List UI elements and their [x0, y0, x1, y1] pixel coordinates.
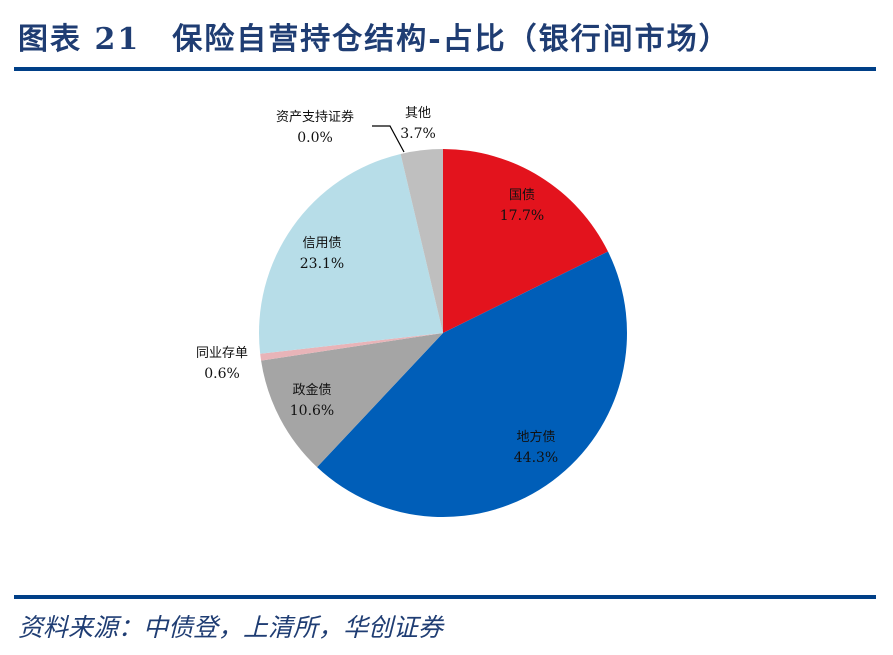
label-guozhai: 国债 17.7% [500, 186, 544, 226]
label-value: 17.7% [499, 208, 545, 224]
pie-slice-3 [260, 333, 443, 361]
pie-slice-4 [259, 153, 443, 354]
label-name: 资产支持证券 [275, 110, 355, 125]
title-divider [14, 67, 876, 71]
label-qita: 其他 3.7% [400, 104, 436, 144]
label-value: 0.6% [204, 366, 240, 382]
label-name: 同业存单 [195, 346, 249, 361]
label-difangzhai: 地方债 44.3% [514, 428, 558, 468]
label-name: 地方债 [516, 430, 556, 445]
label-value: 10.6% [289, 403, 335, 419]
label-zhengjinzhai: 政金债 10.6% [290, 381, 334, 421]
footer-divider [14, 595, 876, 599]
pie-slice-1 [317, 251, 627, 517]
label-name: 国债 [508, 188, 536, 203]
label-value: 23.1% [299, 256, 345, 272]
label-tongyecundan: 同业存单 0.6% [196, 344, 248, 384]
pie-slice-2 [261, 333, 443, 468]
figure-title: 图表 21 保险自营持仓结构-占比（银行间市场） [18, 22, 731, 57]
label-value: 0.0% [297, 130, 333, 146]
leader-line-abs [372, 125, 405, 153]
label-abs: 资产支持证券 0.0% [276, 108, 354, 148]
label-name: 其他 [404, 106, 432, 121]
label-name: 政金债 [292, 383, 332, 398]
label-name: 信用债 [302, 236, 342, 251]
pie-slice-6 [400, 149, 443, 333]
pie-slices [259, 149, 627, 517]
pie-slice-0 [443, 149, 608, 333]
label-value: 3.7% [400, 126, 436, 142]
label-value: 44.3% [513, 450, 559, 466]
label-xinyongzhai: 信用债 23.1% [300, 234, 344, 274]
source-note: 资料来源：中债登，上清所，华创证券 [18, 613, 444, 642]
